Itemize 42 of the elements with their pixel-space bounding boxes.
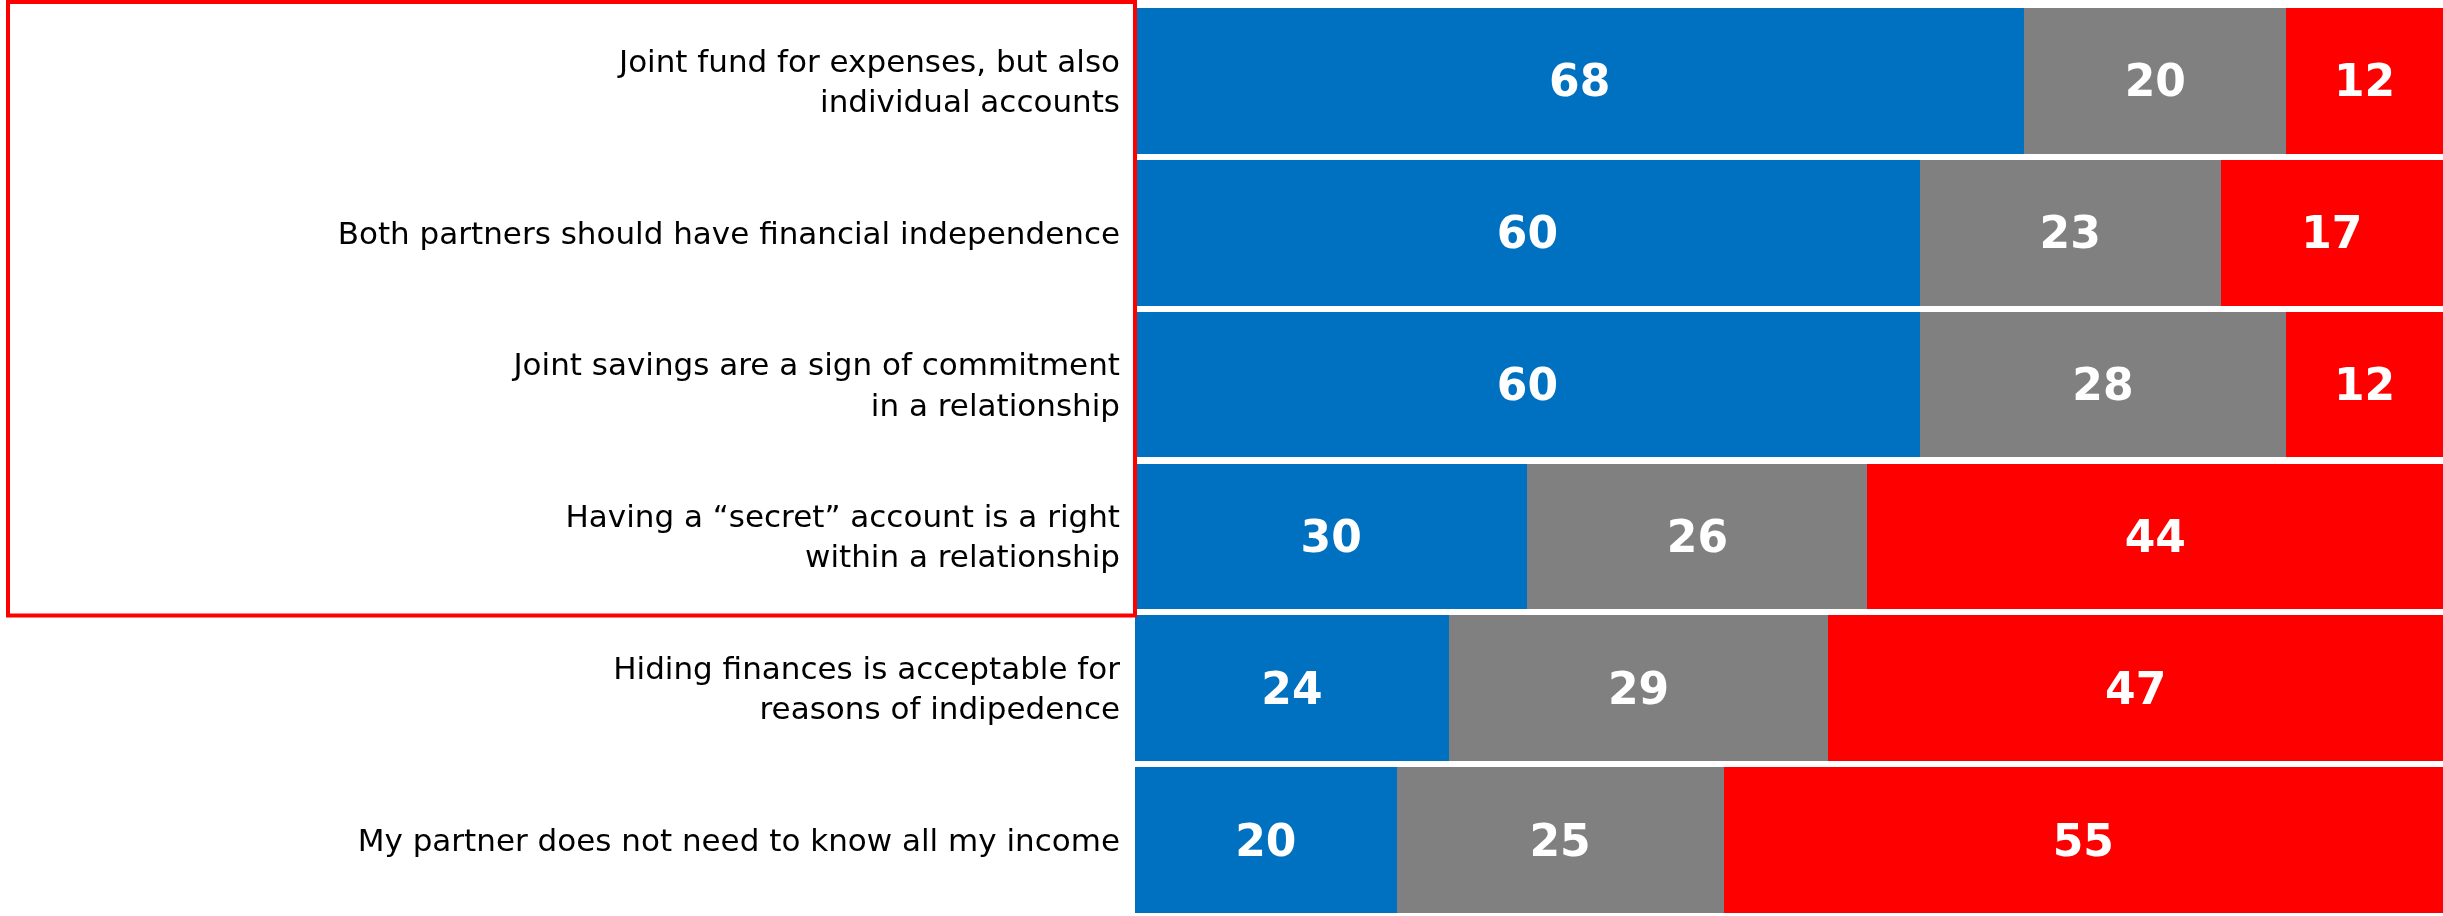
bar — [1135, 311, 1920, 458]
bar — [2024, 8, 2287, 154]
bar — [1919, 159, 2221, 306]
bar — [1867, 463, 2443, 610]
bar — [1396, 767, 1724, 913]
data-label: 60 — [1496, 359, 1559, 411]
data-label: 25 — [1529, 814, 1591, 866]
bar — [1135, 767, 1397, 913]
bar — [2286, 8, 2443, 154]
y-tick-label: Joint savings are a sign of commitment in a relationship — [511, 346, 1120, 423]
bar — [1135, 463, 1528, 610]
bar — [1135, 615, 1449, 762]
data-label: 29 — [1607, 662, 1670, 714]
data-label: 28 — [2072, 359, 2134, 411]
bar — [1723, 767, 2443, 913]
data-label: 12 — [2333, 359, 2396, 411]
data-label: 68 — [1549, 55, 1611, 107]
data-label: 60 — [1496, 207, 1559, 259]
data-label: 26 — [1666, 510, 1729, 562]
data-label: 30 — [1300, 510, 1362, 562]
data-label: 47 — [2105, 662, 2167, 714]
data-label: 55 — [2052, 814, 2114, 866]
bar — [1527, 463, 1868, 610]
data-label: 12 — [2333, 55, 2396, 107]
bar — [1135, 159, 1920, 306]
y-tick-label: Having a “secret” account is a right within a relationship — [565, 498, 1120, 575]
bar — [2286, 311, 2443, 458]
y-tick-label: Joint fund for expenses, but also individual accounts — [616, 42, 1120, 119]
y-tick-label: Hiding finances is acceptable for reasons of indipedence — [613, 649, 1121, 727]
y-tick-label: My partner does not need to know all my income — [357, 821, 1120, 858]
bar — [1448, 615, 1829, 762]
data-label: 20 — [1235, 814, 1297, 866]
bar — [1135, 8, 2025, 154]
bar — [1828, 615, 2443, 762]
bar — [1919, 311, 2287, 458]
data-label: 20 — [2124, 55, 2186, 107]
bar — [2220, 159, 2443, 306]
y-tick-label: Both partners should have financial independence — [337, 214, 1120, 251]
data-label: 23 — [2039, 207, 2101, 259]
data-label: 17 — [2301, 207, 2363, 259]
data-label: 24 — [1261, 662, 1323, 714]
data-label: 44 — [2124, 510, 2186, 562]
